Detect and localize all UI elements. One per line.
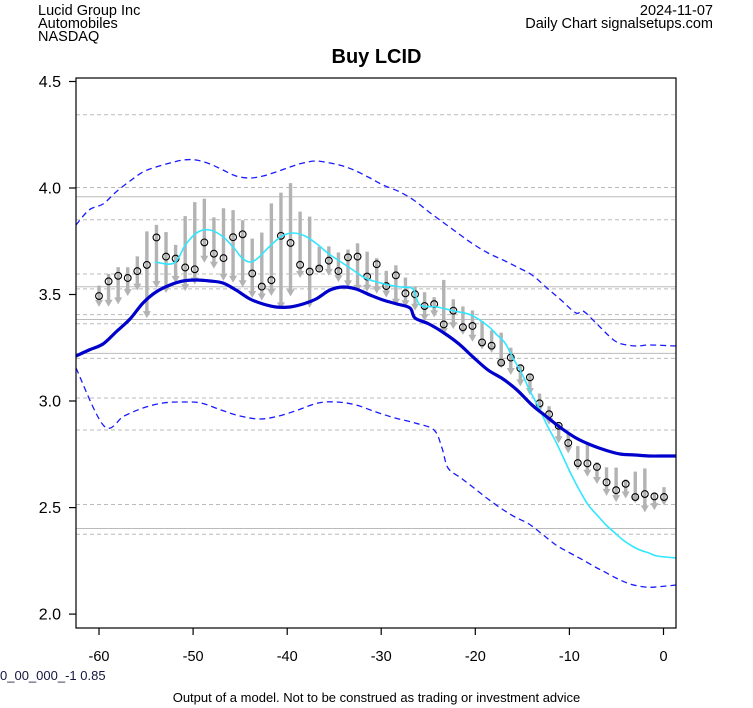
svg-text:3.5: 3.5 bbox=[39, 287, 61, 304]
svg-text:-20: -20 bbox=[465, 649, 486, 665]
svg-text:-60: -60 bbox=[89, 649, 110, 665]
svg-text:3.0: 3.0 bbox=[39, 394, 61, 411]
svg-text:-50: -50 bbox=[183, 649, 204, 665]
svg-text:-30: -30 bbox=[371, 649, 392, 665]
svg-text:2.0: 2.0 bbox=[39, 607, 61, 624]
svg-text:2.5: 2.5 bbox=[39, 500, 61, 517]
svg-text:-40: -40 bbox=[277, 649, 298, 665]
svg-text:0: 0 bbox=[659, 649, 667, 665]
svg-text:4.5: 4.5 bbox=[39, 74, 61, 91]
svg-text:-10: -10 bbox=[559, 649, 580, 665]
svg-text:4.0: 4.0 bbox=[39, 181, 61, 198]
